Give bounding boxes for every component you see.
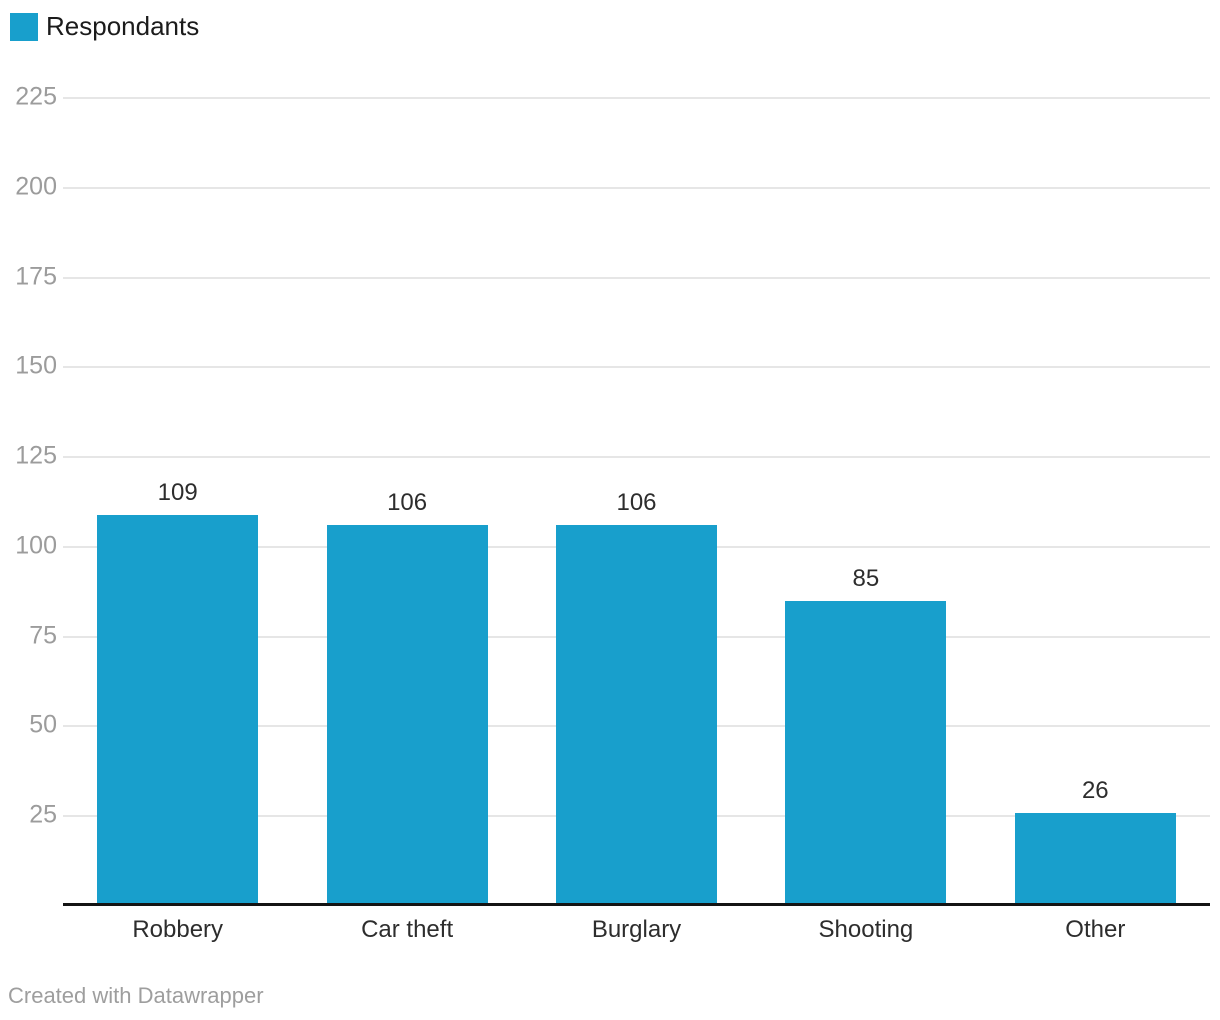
bar-value-label-car-theft: 106 <box>387 489 428 517</box>
bar-value-label-burglary: 106 <box>616 489 657 517</box>
gridline-150 <box>63 366 1210 369</box>
y-axis-tick-label-50: 50 <box>29 710 57 739</box>
x-axis-category-label-shooting: Shooting <box>818 916 914 943</box>
y-axis-tick-label-150: 150 <box>15 351 57 380</box>
x-axis-category-label-burglary: Burglary <box>591 916 682 943</box>
y-axis-tick-label-25: 25 <box>29 800 57 829</box>
legend-swatch-respondants <box>10 13 38 41</box>
bar-value-label-robbery: 109 <box>157 478 198 506</box>
bar-value-label-shooting: 85 <box>852 564 880 592</box>
attribution-text: Created with Datawrapper <box>8 983 264 1008</box>
y-axis-tick-label-225: 225 <box>15 82 57 111</box>
gridline-200 <box>63 186 1210 189</box>
y-axis-tick-label-100: 100 <box>15 531 57 560</box>
bar-burglary <box>556 525 717 906</box>
x-axis-category-label-car-theft: Car theft <box>361 916 454 943</box>
y-axis-tick-label-175: 175 <box>15 262 57 291</box>
x-axis-category-label-other: Other <box>1065 916 1126 943</box>
y-axis-tick-label-200: 200 <box>15 172 57 201</box>
legend: Respondants <box>10 13 199 41</box>
y-axis-tick-label-75: 75 <box>29 621 57 650</box>
bar-car-theft <box>326 525 488 906</box>
gridline-225 <box>63 97 1210 99</box>
bar-other <box>1014 812 1176 906</box>
y-axis-tick-label-125: 125 <box>15 441 57 470</box>
gridline-125 <box>63 456 1210 459</box>
legend-label: Respondants <box>46 11 200 41</box>
x-axis-line <box>63 903 1210 906</box>
bar-value-label-other: 26 <box>1081 776 1109 804</box>
bar-shooting <box>785 600 947 906</box>
gridline-175 <box>63 276 1210 279</box>
bar-robbery <box>97 514 259 906</box>
x-axis-category-label-robbery: Robbery <box>132 916 224 943</box>
